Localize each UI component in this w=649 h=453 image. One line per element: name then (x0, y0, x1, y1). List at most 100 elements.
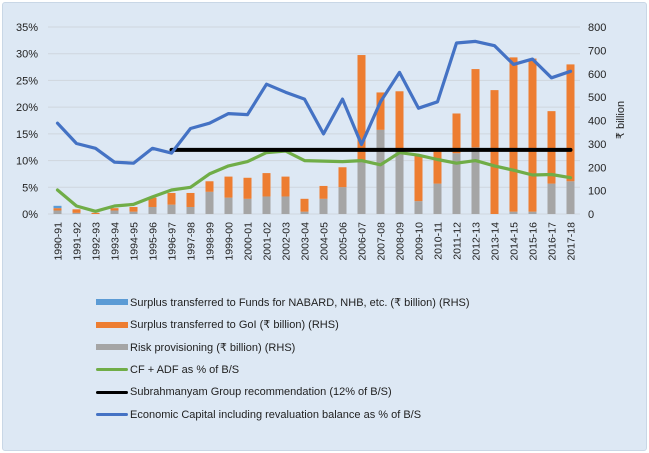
bar-segment (281, 176, 290, 197)
x-tick-label: 2002-03 (281, 222, 293, 261)
left-tick-label: 35% (16, 22, 38, 34)
bar-segment (395, 91, 404, 151)
bar-segment (338, 187, 347, 214)
left-tick-label: 15% (16, 129, 38, 141)
line-series (55, 39, 573, 165)
gridlines (48, 26, 580, 215)
legend-label: CF + ADF as % of B/S (130, 363, 240, 376)
legend-label: Surplus transferred to Funds for NABARD,… (130, 296, 470, 309)
legend-item: Surplus transferred to GoI (₹ billion) (… (96, 314, 470, 337)
bar-segment (528, 58, 537, 212)
right-axis-ticks: 0 100 200 300 400 500 600 700 800 (588, 22, 606, 221)
x-tick-label: 2011-12 (452, 222, 464, 260)
bar-segment (319, 198, 328, 214)
bar-segment (167, 192, 176, 205)
bar-segment (205, 181, 214, 192)
bar-segment (262, 196, 271, 214)
bars (53, 55, 575, 214)
bar-segment (243, 198, 252, 214)
right-tick-label: 500 (588, 92, 606, 104)
bar-segment (224, 176, 233, 198)
bar-segment (243, 177, 252, 199)
bar-segment (300, 198, 309, 212)
legend-swatch-economic-capital (96, 413, 128, 417)
bar-segment (338, 167, 347, 188)
bar-segment (72, 212, 81, 214)
right-tick-label: 200 (588, 162, 606, 174)
bar-segment (414, 201, 423, 214)
bar-segment (110, 208, 119, 211)
bar-segment (547, 183, 556, 214)
x-tick-label: 2009-10 (414, 222, 426, 261)
legend-swatch-risk (96, 344, 128, 351)
x-tick-label: 1997-98 (186, 222, 198, 261)
bar-segment (53, 205, 62, 209)
x-tick-label: 2005-06 (338, 222, 350, 261)
x-tick-label: 2013-14 (490, 222, 502, 261)
bar-segment (53, 210, 62, 214)
bar-segment (91, 212, 100, 214)
legend-swatch-goi (96, 321, 128, 328)
x-tick-label: 1995-96 (148, 222, 160, 261)
left-tick-label: 5% (22, 182, 38, 194)
bar-segment (376, 129, 385, 214)
right-tick-label: 300 (588, 139, 606, 151)
x-tick-label: 1999-00 (224, 222, 236, 261)
legend-label: Surplus transferred to GoI (₹ billion) (… (130, 319, 339, 332)
x-tick-label: 2003-04 (300, 222, 312, 261)
right-tick-label: 600 (588, 69, 606, 81)
x-tick-label: 2012-13 (471, 222, 483, 261)
legend-item: Risk provisioning (₹ billion) (RHS) (96, 336, 470, 359)
bar-segment (129, 211, 138, 214)
x-tick-label: 1998-99 (205, 222, 217, 261)
legend-label: Subrahmanyam Group recommendation (12% o… (130, 386, 392, 399)
x-tick-label: 1990-91 (53, 222, 65, 261)
x-tick-label: 2007-08 (376, 222, 388, 261)
left-tick-label: 25% (16, 75, 38, 87)
legend-item: CF + ADF as % of B/S (96, 359, 470, 382)
bar-segment (148, 206, 157, 214)
bar-segment (224, 197, 233, 214)
bar-segment (110, 210, 119, 214)
bar-segment (357, 55, 366, 162)
left-tick-label: 0% (22, 209, 38, 221)
x-tick-label: 2001-02 (262, 222, 274, 261)
bar-segment (471, 69, 480, 148)
bar-segment (186, 206, 195, 214)
bar-segment (205, 191, 214, 214)
bar-segment (433, 148, 442, 184)
x-tick-label: 1991-92 (72, 222, 84, 261)
bar-segment (53, 208, 62, 211)
bar-segment (72, 209, 81, 213)
bar-segment (167, 204, 176, 214)
x-tick-label: 1996-97 (167, 222, 179, 261)
bar-segment (433, 183, 442, 214)
bar-segment (452, 113, 461, 154)
bar-segment (148, 197, 157, 207)
legend-item: Surplus transferred to Funds for NABARD,… (96, 291, 470, 314)
right-axis-label: ₹ billion (615, 101, 627, 139)
left-tick-label: 10% (16, 156, 38, 168)
x-tick-label: 2015-16 (528, 222, 540, 261)
left-tick-label: 20% (16, 102, 38, 114)
bar-segment (376, 92, 385, 130)
line-series (55, 149, 573, 213)
x-tick-label: 2006-07 (357, 222, 369, 261)
bar-segment (357, 161, 366, 214)
right-tick-label: 700 (588, 45, 606, 57)
bar-segment (509, 211, 518, 214)
legend: Surplus transferred to Funds for NABARD,… (96, 291, 470, 426)
legend-item: Subrahmanyam Group recommendation (12% o… (96, 381, 470, 404)
x-tick-label: 2017-18 (566, 222, 578, 261)
bar-segment (566, 181, 575, 214)
x-tick-label: 1993-94 (110, 222, 122, 261)
legend-swatch-nabard (96, 299, 128, 306)
right-tick-label: 800 (588, 22, 606, 34)
x-tick-label: 1994-95 (129, 222, 141, 261)
x-tick-label: 2016-17 (547, 222, 559, 261)
bar-segment (471, 147, 480, 214)
combo-chart: 0% 5% 10% 15% 20% 25% 30% 35% 0 100 200 300 400 500 6… (16, 22, 627, 261)
bar-segment (547, 111, 556, 184)
legend-swatch-cf-adf (96, 368, 128, 372)
